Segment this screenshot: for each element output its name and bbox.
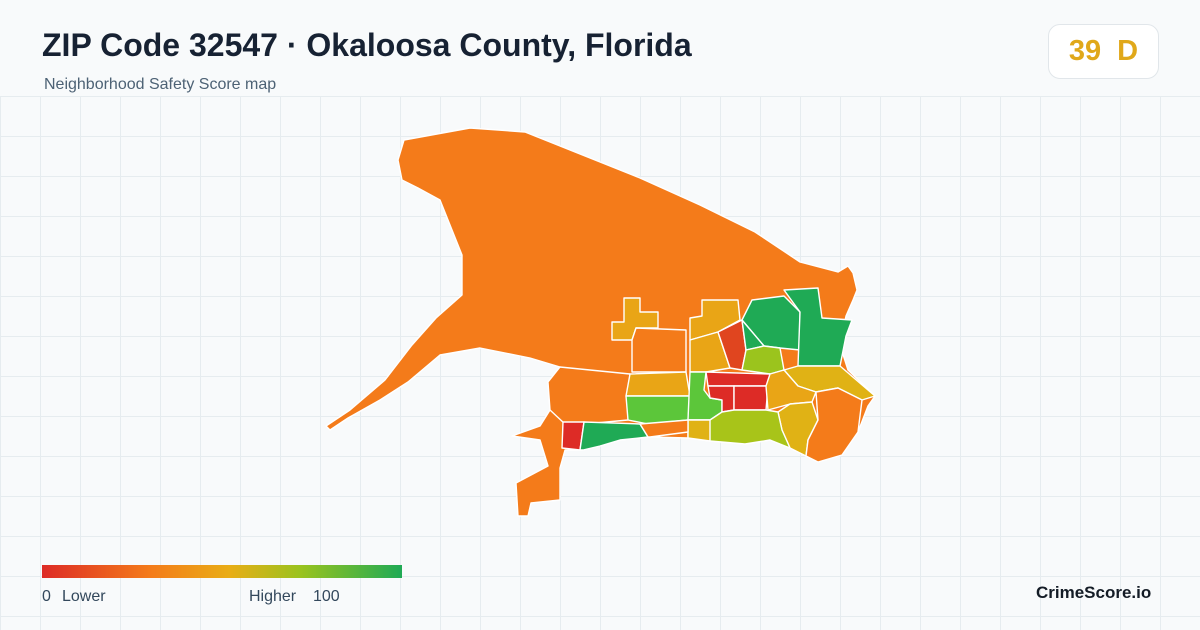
legend-gradient-bar [42, 565, 402, 578]
map-region-north-4[interactable] [689, 331, 731, 373]
map-region-north-2[interactable] [631, 327, 687, 373]
safety-score-badge: 39 D [1048, 24, 1159, 79]
map-region-southwest[interactable] [547, 366, 631, 425]
map-region-red-3[interactable] [733, 385, 769, 411]
map-region-southwest-amber[interactable] [639, 419, 689, 438]
legend-max-label: 100 [313, 588, 340, 605]
score-value: 39 [1068, 35, 1102, 67]
map-region-red-1[interactable] [705, 371, 771, 387]
map-region-central-1[interactable] [625, 371, 691, 397]
header: ZIP Code 32547 · Okaloosa County, Florid… [0, 0, 1200, 96]
page-subtitle: Neighborhood Safety Score map [44, 76, 277, 93]
brand-logo[interactable]: CrimeScore.io [1036, 583, 1152, 602]
map-region-northeast-2[interactable] [783, 287, 853, 367]
legend-high-label: Higher [249, 588, 297, 605]
score-grade: D [1117, 35, 1139, 67]
legend-low-label: Lower [62, 588, 106, 605]
map-region-east-orange[interactable] [805, 387, 863, 463]
legend-min-label: 0 [42, 588, 51, 605]
map-region-south-amber[interactable] [687, 419, 711, 442]
map-region-central-2[interactable] [625, 395, 691, 425]
page-title: ZIP Code 32547 · Okaloosa County, Florid… [42, 27, 692, 63]
map-region-southwest-green[interactable] [579, 421, 649, 451]
map-region-lime-1[interactable] [741, 345, 785, 375]
